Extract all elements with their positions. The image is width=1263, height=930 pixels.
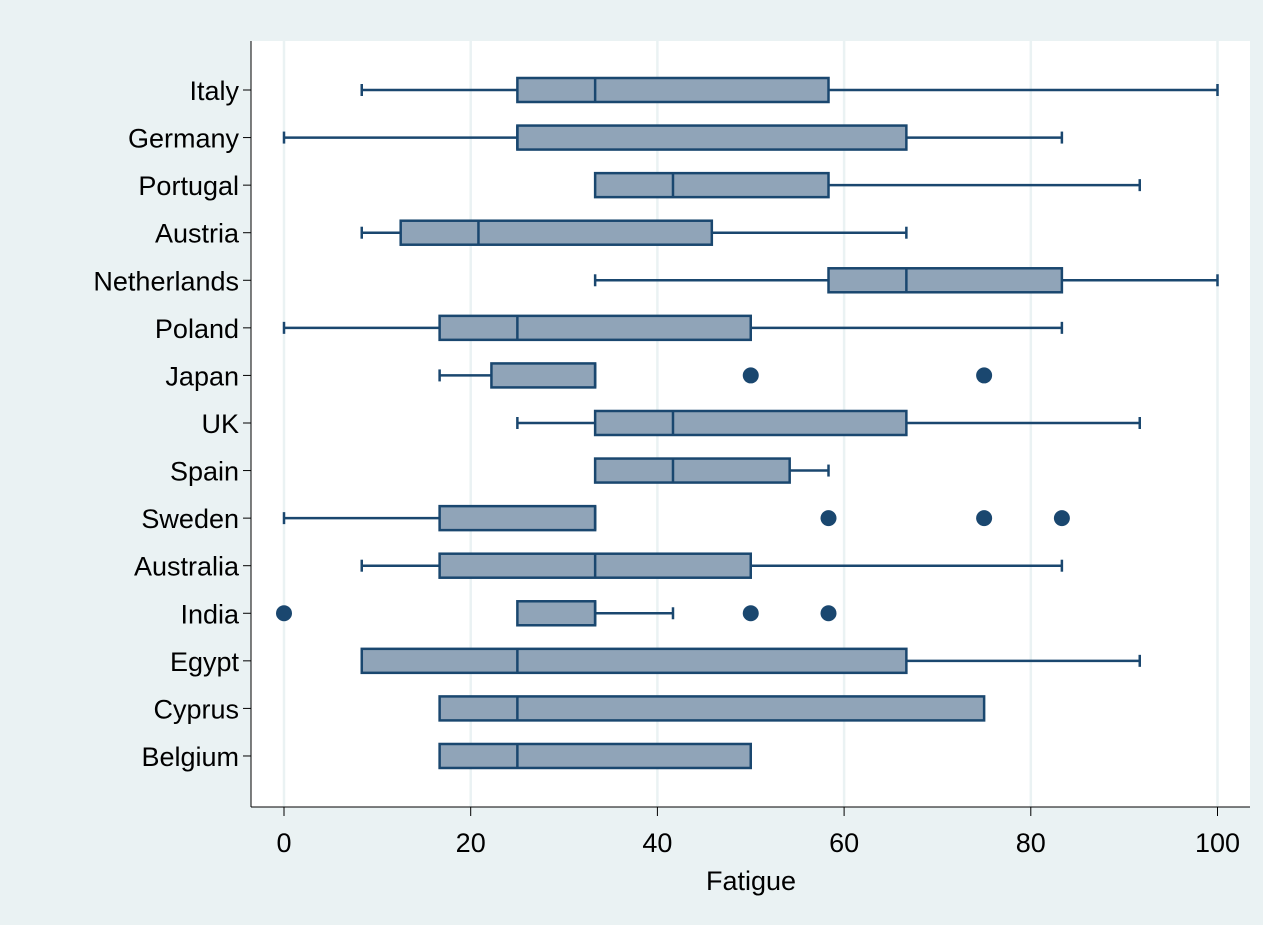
x-tick-label: 60 bbox=[829, 828, 859, 858]
box-uk bbox=[516, 409, 1141, 437]
box-india bbox=[276, 600, 837, 627]
box-spain bbox=[593, 457, 830, 484]
iqr-box bbox=[593, 457, 791, 484]
iqr-box bbox=[593, 409, 908, 437]
x-tick-label: 80 bbox=[1016, 828, 1046, 858]
category-label: Egypt bbox=[170, 647, 240, 677]
iqr-box bbox=[593, 171, 830, 199]
box-portugal bbox=[593, 171, 1141, 199]
x-tick-label: 0 bbox=[276, 828, 291, 858]
iqr-box bbox=[438, 504, 597, 532]
box-sweden bbox=[282, 504, 1070, 532]
box-germany bbox=[282, 124, 1064, 151]
x-tick-label: 40 bbox=[642, 828, 672, 858]
iqr-box bbox=[438, 695, 986, 722]
iqr-box bbox=[827, 267, 1064, 294]
iqr-box bbox=[438, 314, 752, 342]
category-label: Austria bbox=[155, 219, 240, 249]
box-austria bbox=[360, 219, 908, 246]
box-belgium bbox=[438, 742, 752, 770]
outlier-point bbox=[276, 605, 292, 622]
labels: Fatigue 0 20 40 60 80 100 Italy Germany Portugal… bbox=[93, 76, 1240, 896]
category-label: Portugal bbox=[138, 171, 239, 201]
category-label: Cyprus bbox=[153, 694, 239, 724]
outlier-point bbox=[976, 367, 993, 384]
outlier-point bbox=[742, 367, 759, 384]
outlier-point bbox=[820, 605, 837, 622]
outlier-point bbox=[742, 605, 759, 622]
x-axis-title: Fatigue bbox=[706, 866, 796, 896]
category-label: Germany bbox=[128, 124, 240, 154]
box-cyprus bbox=[438, 695, 986, 722]
category-label: Spain bbox=[170, 457, 239, 487]
category-label: Sweden bbox=[141, 504, 239, 534]
box-australia bbox=[360, 552, 1064, 579]
box-italy bbox=[360, 76, 1219, 104]
category-label: Netherlands bbox=[93, 266, 239, 296]
box-japan bbox=[438, 362, 993, 389]
outlier-point bbox=[820, 510, 837, 527]
category-label: Poland bbox=[155, 314, 239, 344]
iqr-box bbox=[399, 219, 714, 246]
category-label: India bbox=[180, 599, 240, 629]
outlier-point bbox=[976, 510, 993, 527]
boxes bbox=[276, 76, 1219, 770]
box-poland bbox=[282, 314, 1064, 342]
category-label: UK bbox=[201, 409, 239, 439]
iqr-box bbox=[360, 647, 908, 675]
axes bbox=[243, 41, 1250, 816]
iqr-box bbox=[438, 742, 752, 770]
iqr-box bbox=[516, 124, 908, 151]
box-netherlands bbox=[593, 267, 1219, 294]
iqr-box bbox=[516, 76, 830, 104]
iqr-box bbox=[516, 600, 597, 627]
category-label: Belgium bbox=[141, 742, 239, 772]
category-label: Italy bbox=[189, 76, 239, 106]
category-label: Japan bbox=[165, 361, 239, 391]
x-tick-label: 20 bbox=[456, 828, 486, 858]
x-tick-label: 100 bbox=[1195, 828, 1240, 858]
iqr-box bbox=[490, 362, 597, 389]
outlier-point bbox=[1053, 510, 1070, 527]
box-egypt bbox=[360, 647, 1141, 675]
category-label: Australia bbox=[134, 552, 240, 582]
